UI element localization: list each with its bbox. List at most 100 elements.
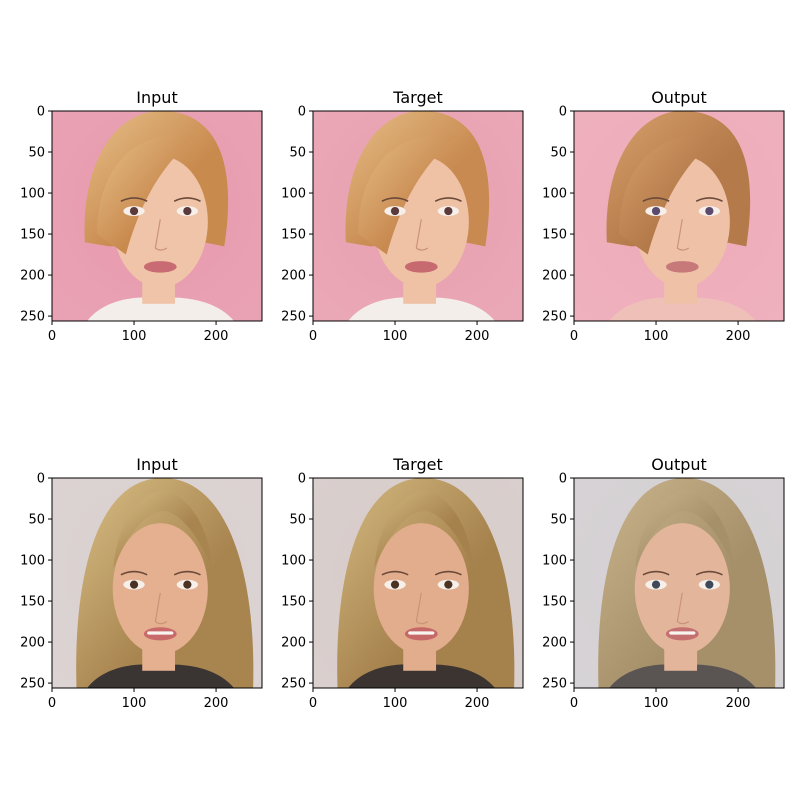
y-tick-label: 100 [281, 554, 306, 569]
panel-1: Input 0 100 200 0 50 100 150 200 250 [20, 88, 263, 344]
axes-frame [312, 110, 524, 322]
lips [404, 261, 438, 273]
face [634, 523, 730, 655]
teeth [408, 631, 435, 635]
x-tick-label: 200 [204, 696, 229, 711]
y-tick-label: 0 [559, 105, 567, 120]
iris [390, 206, 400, 216]
eyebrow [381, 570, 409, 576]
y-tick-label: 150 [281, 595, 306, 610]
y-tick-label: 250 [281, 310, 306, 325]
hair-fringe [113, 490, 212, 569]
eyebrow [642, 570, 670, 576]
panel-image [574, 111, 784, 321]
panel-title: Output [651, 88, 707, 107]
y-tick-label: 250 [542, 677, 567, 692]
lips [665, 261, 699, 273]
y-tick-label: 100 [542, 187, 567, 202]
x-tick-label: 100 [122, 696, 147, 711]
y-tick-label: 100 [542, 554, 567, 569]
panel-title: Input [136, 88, 177, 107]
nose [154, 219, 168, 251]
y-tick-label: 50 [289, 513, 306, 528]
iris [705, 206, 714, 216]
iris [390, 580, 400, 589]
x-tick-label: 0 [570, 329, 578, 344]
iris [444, 206, 453, 216]
x-tick-label: 0 [309, 696, 317, 711]
x-tick-label: 0 [309, 329, 317, 344]
x-tick-label: 200 [465, 696, 490, 711]
hair-fringe [635, 490, 734, 569]
nose [154, 592, 168, 625]
y-tick-label: 50 [28, 146, 45, 161]
panel-image [52, 478, 262, 688]
shoulders [87, 297, 234, 321]
shoulders [348, 664, 495, 688]
eyebrow [695, 197, 723, 202]
y-tick-label: 50 [550, 146, 567, 161]
panel-title: Input [136, 455, 177, 474]
x-tick-label: 200 [465, 329, 490, 344]
iris [183, 580, 192, 589]
axes-frame [573, 477, 785, 689]
hair-fringe [97, 134, 196, 255]
eyebrow [434, 570, 462, 576]
x-tick-label: 0 [48, 329, 56, 344]
axes-frame [573, 110, 785, 322]
x-tick-label: 100 [122, 329, 147, 344]
y-tick-label: 150 [281, 228, 306, 243]
axes-frame [51, 477, 263, 689]
x-tick-label: 100 [644, 329, 669, 344]
iris [651, 580, 661, 589]
panel-2: Target 0 100 200 0 50 100 150 200 250 [281, 88, 524, 344]
hair-fringe [374, 490, 473, 569]
x-tick-label: 200 [726, 329, 751, 344]
eyebrow [695, 570, 723, 576]
x-tick-label: 0 [48, 696, 56, 711]
x-tick-label: 0 [570, 696, 578, 711]
y-tick-label: 50 [550, 513, 567, 528]
y-tick-label: 150 [20, 595, 45, 610]
iris [183, 206, 192, 216]
face [112, 523, 208, 655]
eyebrow [173, 197, 201, 202]
y-tick-label: 150 [542, 595, 567, 610]
x-tick-label: 100 [644, 696, 669, 711]
panel-title: Output [651, 455, 707, 474]
shoulders [87, 664, 234, 688]
panel-image [52, 111, 262, 321]
y-tick-label: 50 [289, 146, 306, 161]
y-tick-label: 0 [37, 105, 45, 120]
y-tick-label: 250 [542, 310, 567, 325]
y-tick-label: 200 [20, 269, 45, 284]
teeth [147, 631, 174, 635]
y-tick-label: 50 [28, 513, 45, 528]
y-tick-label: 100 [20, 554, 45, 569]
panel-image [313, 111, 523, 321]
iris [444, 580, 453, 589]
y-tick-label: 200 [281, 269, 306, 284]
panel-title: Target [392, 88, 443, 107]
panel-3: Output 0 100 200 0 50 100 150 200 250 [542, 88, 785, 344]
panel-title: Target [392, 455, 443, 474]
x-tick-label: 100 [383, 696, 408, 711]
y-tick-label: 150 [20, 228, 45, 243]
y-tick-label: 200 [542, 269, 567, 284]
y-tick-label: 100 [20, 187, 45, 202]
nose [676, 219, 690, 251]
face [373, 523, 469, 655]
eyebrow [434, 197, 462, 202]
eyebrow [120, 197, 148, 202]
y-tick-label: 150 [542, 228, 567, 243]
panel-image [574, 478, 784, 688]
eyebrow [120, 570, 148, 576]
panel-5: Target 0 100 200 0 50 100 150 200 250 [281, 455, 524, 711]
lips [143, 261, 177, 273]
eyebrow [381, 197, 409, 202]
y-tick-label: 0 [298, 105, 306, 120]
y-tick-label: 250 [281, 677, 306, 692]
shoulders [609, 297, 756, 321]
hair-fringe [358, 134, 457, 255]
